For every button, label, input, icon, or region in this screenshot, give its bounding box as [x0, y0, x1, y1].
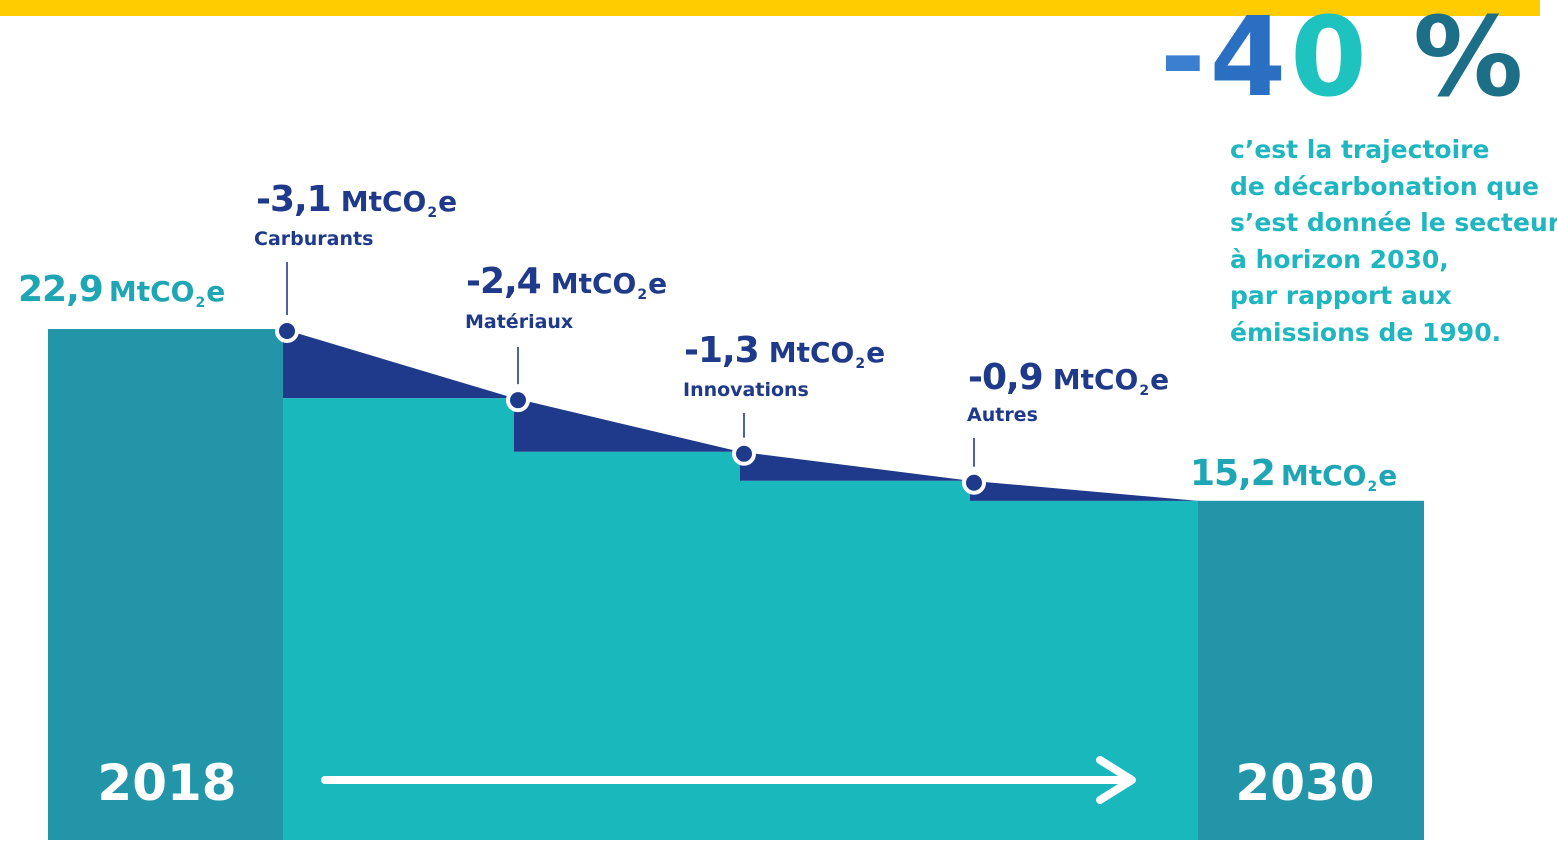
reduction-wedge-carburants	[283, 329, 514, 399]
remaining-column-3	[740, 480, 971, 840]
step-label-innovations: Innovations	[683, 379, 809, 401]
start-value: 22,9	[18, 269, 104, 310]
step-marker-4	[962, 470, 986, 495]
step-value-innovations: -1,3 MtCO2e	[684, 330, 886, 372]
reduction-wedge-matériaux	[514, 398, 740, 452]
unit-label: MtCO2e	[108, 275, 226, 311]
start-year-label: 2018	[97, 754, 237, 812]
remaining-column-1	[283, 398, 515, 840]
step-marker-2	[506, 388, 530, 413]
step-value-autres: -0,9 MtCO2e	[968, 357, 1170, 399]
headline-line: émissions de 1990.	[1230, 317, 1502, 347]
remaining-column-4	[970, 500, 1199, 840]
bar-2018	[48, 329, 283, 840]
timeline-arrow-head	[1096, 756, 1136, 804]
step-value-materiaux: -2,4 MtCO2e	[466, 261, 668, 303]
step-marker-3	[732, 441, 756, 466]
step-value-carburants: -3,1 MtCO2e	[256, 179, 458, 221]
bar-2030	[1198, 500, 1424, 840]
step-marker-1	[275, 319, 299, 343]
step-label-carburants: Carburants	[254, 228, 374, 250]
end-year-label: 2030	[1235, 754, 1375, 812]
headline-line: de décarbonation que	[1230, 171, 1540, 201]
end-value-label: 15,2 MtCO2e	[1190, 453, 1398, 495]
headline-line: c’est la trajectoire	[1230, 135, 1490, 164]
top-yellow-band	[0, 0, 1540, 16]
remaining-column-2	[514, 451, 741, 840]
headline-description: c’est la trajectoire de décarbonation qu…	[1230, 132, 1557, 351]
reduction-wedge-autres	[970, 480, 1198, 501]
headline-line: à horizon 2030,	[1230, 244, 1449, 274]
headline-line: s’est donnée le secteur	[1230, 208, 1557, 237]
end-value: 15,2	[1190, 453, 1276, 494]
headline-percent: -40 %	[1160, 0, 1528, 121]
reduction-wedge-innovations	[740, 451, 970, 481]
step-label-materiaux: Matériaux	[465, 311, 574, 333]
headline-line: par rapport aux	[1230, 281, 1452, 310]
start-value-label: 22,9 MtCO2e	[18, 269, 226, 311]
step-label-autres: Autres	[967, 404, 1038, 426]
